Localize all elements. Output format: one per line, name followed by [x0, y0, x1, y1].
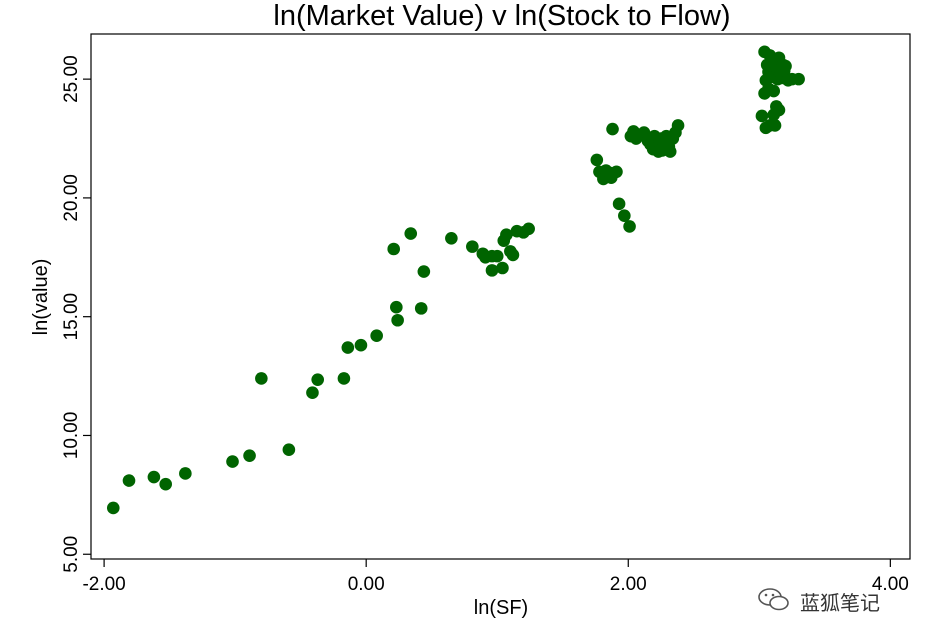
- data-point: [391, 313, 404, 327]
- data-point: [764, 55, 778, 68]
- x-tick-label: 0.00: [348, 574, 385, 595]
- data-point: [337, 372, 351, 385]
- watermark: 蓝狐笔记: [758, 588, 880, 615]
- data-point: [341, 341, 355, 354]
- y-axis: 5.00 10.00 15.00 20.00 25.00: [61, 55, 91, 573]
- data-point: [500, 228, 513, 242]
- data-point: [772, 103, 786, 117]
- data-point: [106, 501, 120, 515]
- data-point: [590, 153, 604, 167]
- data-point: [606, 122, 619, 136]
- data-point: [779, 59, 792, 73]
- data-point: [445, 231, 458, 245]
- data-point: [311, 373, 324, 386]
- chart-title: ln(Market Value) v ln(Stock to Flow): [273, 0, 730, 32]
- data-point: [387, 242, 401, 256]
- data-point: [417, 265, 431, 278]
- data-point: [618, 209, 631, 223]
- data-point: [306, 386, 319, 400]
- data-point: [243, 449, 256, 462]
- data-point: [662, 140, 676, 154]
- data-point: [755, 109, 769, 123]
- data-point: [604, 171, 618, 185]
- data-point: [612, 197, 626, 211]
- data-point: [506, 248, 520, 262]
- data-point: [282, 443, 296, 457]
- data-point: [671, 119, 685, 132]
- x-axis-label: ln(SF): [474, 597, 528, 619]
- data-point: [623, 220, 636, 233]
- data-point: [404, 227, 418, 240]
- data-point: [159, 477, 172, 491]
- data-point: [490, 249, 504, 263]
- x-tick-label: 4.00: [872, 574, 909, 595]
- y-axis-label: ln(value): [30, 259, 52, 336]
- wechat-icon: [758, 588, 789, 611]
- y-tick-label: 15.00: [61, 293, 82, 341]
- data-point: [122, 474, 136, 487]
- data-point: [652, 145, 665, 158]
- data-point: [255, 372, 268, 385]
- data-point: [522, 222, 535, 236]
- data-point: [758, 45, 771, 59]
- plot-frame: [90, 33, 911, 560]
- data-point: [659, 129, 673, 143]
- data-point: [147, 470, 161, 484]
- data-point: [768, 119, 782, 132]
- y-tick-label: 5.00: [61, 536, 82, 573]
- watermark-text: 蓝狐笔记: [800, 591, 880, 615]
- data-point: [226, 455, 239, 468]
- data-point: [390, 300, 403, 314]
- data-point: [496, 261, 509, 275]
- data-points: [106, 45, 805, 515]
- data-point: [792, 72, 805, 86]
- data-point: [414, 302, 428, 315]
- data-point: [485, 264, 499, 277]
- data-point: [179, 467, 192, 480]
- data-point: [370, 329, 383, 342]
- data-point: [762, 82, 775, 95]
- y-tick-label: 20.00: [61, 174, 82, 222]
- x-axis: -2.00 0.00 2.00 4.00: [82, 559, 909, 595]
- data-point: [354, 338, 368, 352]
- data-point: [466, 240, 479, 253]
- y-tick-label: 10.00: [61, 412, 82, 460]
- x-tick-label: 2.00: [610, 574, 647, 595]
- y-tick-label: 25.00: [61, 55, 82, 103]
- x-tick-label: -2.00: [82, 574, 125, 595]
